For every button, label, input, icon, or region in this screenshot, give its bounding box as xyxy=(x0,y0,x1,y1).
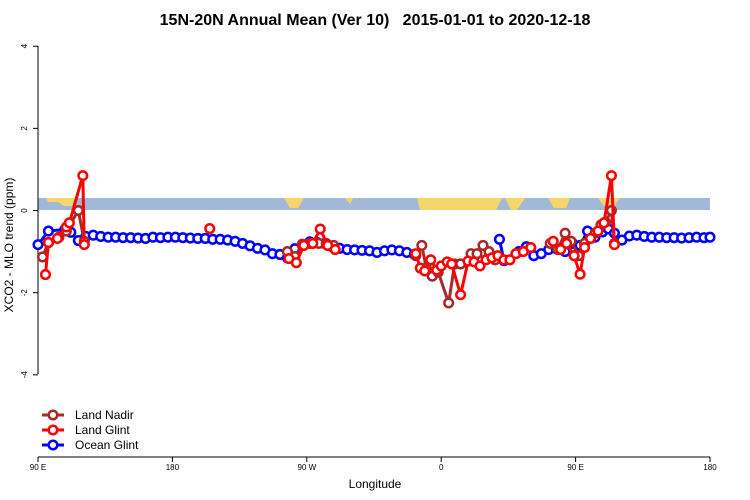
data-point xyxy=(592,225,604,237)
map-band xyxy=(38,198,710,210)
data-point xyxy=(568,250,580,262)
data-point xyxy=(416,239,428,251)
chart-title: 15N-20N Annual Mean (Ver 10) 2015-01-01 … xyxy=(160,12,591,29)
x-tick-label: 90 E xyxy=(567,463,583,472)
y-axis-label: XCO2 - MLO trend (ppm) xyxy=(2,178,16,313)
x-tick-label: 90 E xyxy=(30,463,46,472)
x-tick-label: 0 xyxy=(439,463,444,472)
data-point xyxy=(525,241,537,254)
y-tick-label: 0 xyxy=(20,208,29,213)
data-point xyxy=(42,237,55,249)
data-point xyxy=(443,297,455,309)
data-point xyxy=(579,241,591,254)
y-tick-label: 4 xyxy=(20,43,29,48)
legend-swatch xyxy=(47,439,59,451)
data-point xyxy=(39,269,52,281)
data-point xyxy=(77,170,89,182)
data-point xyxy=(307,237,319,249)
legend-swatch xyxy=(47,409,59,421)
data-point xyxy=(584,232,597,245)
data-point xyxy=(72,204,84,217)
data-point xyxy=(446,258,458,270)
data-point xyxy=(329,244,341,256)
y-tick-label: 2 xyxy=(20,126,29,131)
data-point xyxy=(425,254,437,266)
data-point xyxy=(559,227,571,239)
data-point xyxy=(298,239,310,251)
data-point xyxy=(547,235,559,247)
data-point xyxy=(493,233,505,245)
data-point xyxy=(704,231,716,243)
data-point xyxy=(410,248,422,260)
legend-label: Land Glint xyxy=(75,423,130,437)
legend-swatch xyxy=(47,424,59,436)
data-point xyxy=(51,232,63,245)
data-point xyxy=(605,170,617,182)
data-point xyxy=(204,223,216,235)
data-point xyxy=(455,289,467,301)
x-tick-label: 90 W xyxy=(297,463,316,472)
data-point xyxy=(419,265,431,277)
x-tick-label: 180 xyxy=(166,463,180,472)
legend-label: Ocean Glint xyxy=(75,438,139,452)
data-point xyxy=(608,239,620,251)
x-axis-label: Longitude xyxy=(349,477,402,491)
legend-label: Land Nadir xyxy=(75,408,134,422)
x-tick-label: 180 xyxy=(703,463,717,472)
data-point xyxy=(598,217,610,229)
data-point xyxy=(314,223,326,235)
data-point xyxy=(78,239,90,251)
data-point xyxy=(32,239,44,251)
data-point xyxy=(63,217,75,229)
data-point xyxy=(561,237,573,249)
y-tick-label: -4 xyxy=(20,371,29,379)
data-point xyxy=(574,268,586,280)
data-point xyxy=(42,225,55,237)
y-tick-label: -2 xyxy=(20,289,29,297)
data-point xyxy=(290,257,302,269)
